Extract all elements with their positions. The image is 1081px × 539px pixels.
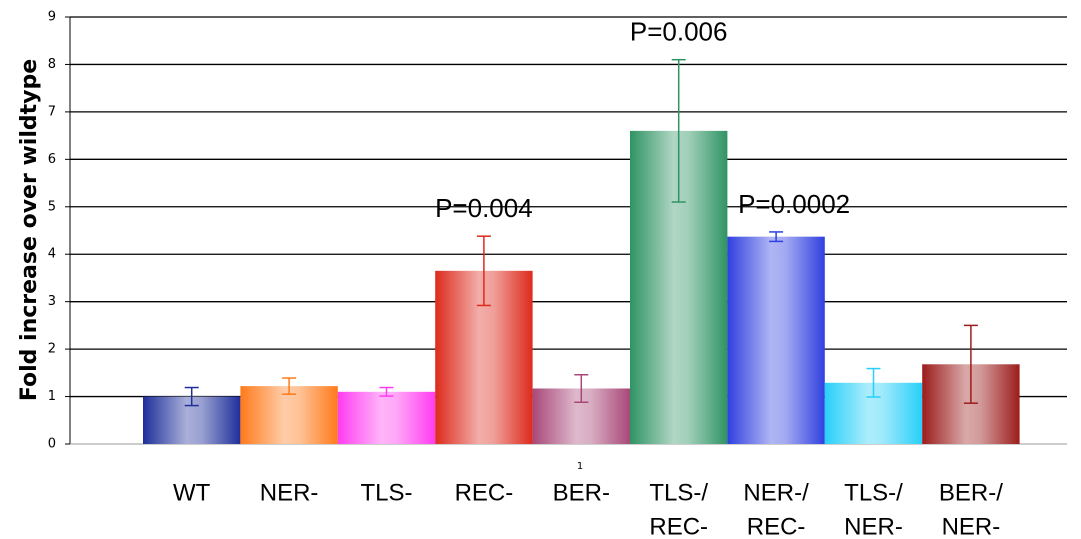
bar [337,391,436,444]
y-tick-label: 0 [48,437,56,452]
y-tick-label: 5 [48,199,56,214]
x-tick-label: REC- [649,513,708,539]
x-axis-label: 1 [577,461,583,472]
y-tick-label: 9 [48,10,56,25]
y-tick-label: 2 [48,342,56,357]
y-axis-title: Fold increase over wildtype [17,59,42,401]
x-tick-label: BER-/ [939,479,1003,506]
x-tick-label: NER- [260,479,319,506]
x-tick-label: TLS-/ [649,479,708,506]
x-tick-label: REC- [455,479,514,506]
x-tick-label: NER- [942,513,1001,539]
annotation: P=0.006 [630,17,728,47]
x-tick-label: TLS-/ [844,479,903,506]
y-tick-label: 3 [48,294,56,309]
y-tick-label: 8 [48,57,56,72]
y-tick-label: 4 [48,247,56,262]
x-tick-label: BER- [553,479,610,506]
bar [240,386,338,444]
y-tick-label: 7 [48,104,56,119]
bar [727,236,825,444]
x-tick-label: NER-/ [743,479,809,506]
x-tick-label: WT [173,479,211,506]
y-tick-label: 6 [48,152,56,167]
annotation: P=0.0002 [738,189,850,219]
x-tick-label: TLS- [360,479,412,506]
x-tick-label: NER- [844,513,903,539]
y-tick-label: 1 [48,389,56,404]
x-tick-label: REC- [747,513,806,539]
annotation: P=0.004 [435,193,533,223]
